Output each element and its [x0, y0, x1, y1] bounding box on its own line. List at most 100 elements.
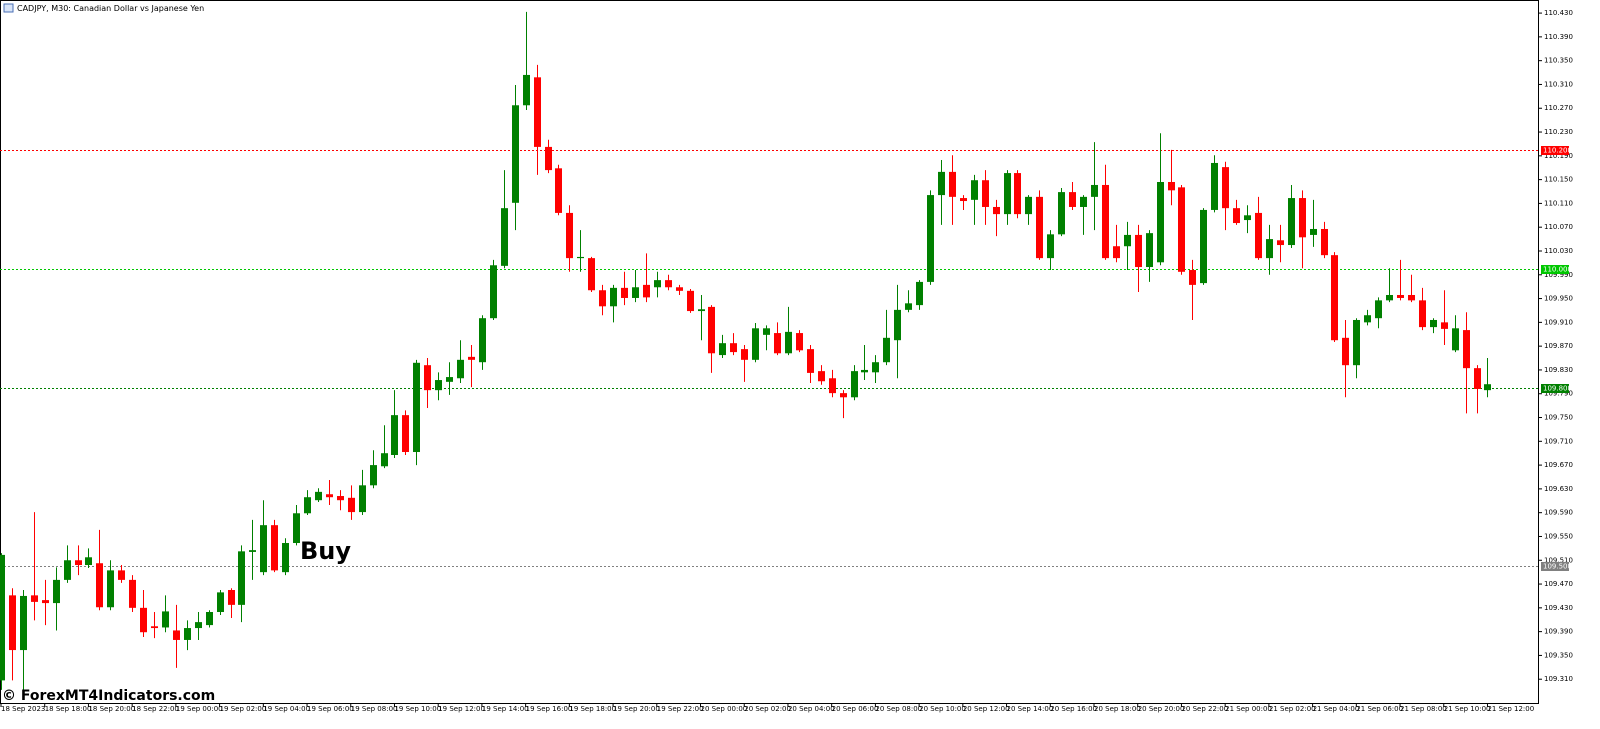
y-tick-label: 109.630	[1544, 485, 1573, 493]
candle-body	[1463, 330, 1470, 369]
x-tick-label: 19 Sep 04:00	[263, 705, 310, 713]
candle-body	[173, 630, 180, 640]
candle-body	[708, 306, 715, 354]
x-tick-label: 18 Sep 22:00	[132, 705, 179, 713]
y-tick-label: 109.750	[1544, 414, 1573, 422]
y-tick-label: 110.150	[1544, 176, 1573, 184]
candle-body	[479, 318, 486, 363]
candle-body	[1331, 255, 1338, 341]
candle-body	[632, 287, 639, 298]
candle-body	[85, 557, 92, 566]
y-tick-label: 110.270	[1544, 104, 1573, 112]
candle-body	[807, 349, 814, 373]
candle-body	[1266, 239, 1273, 259]
candle-body	[260, 525, 267, 573]
candle-body	[9, 595, 16, 651]
candle-body	[348, 497, 355, 513]
candle-body	[1364, 315, 1371, 323]
candle-body	[217, 592, 224, 613]
candle-body	[687, 290, 694, 312]
candle-body	[359, 485, 366, 513]
candle-body	[337, 496, 344, 501]
y-tick-label: 109.470	[1544, 580, 1573, 588]
candle-body	[960, 198, 967, 202]
candle-body	[1397, 294, 1404, 298]
candle-body	[1430, 319, 1437, 328]
candle-body	[282, 543, 289, 573]
candle-body	[402, 415, 409, 453]
y-tick-label: 109.510	[1544, 556, 1573, 564]
candle-body	[468, 356, 475, 360]
candle-body	[129, 579, 136, 608]
candle-body	[293, 513, 300, 544]
level-label: 110.200	[1543, 147, 1572, 155]
candle-body	[829, 378, 836, 394]
level-label-box	[1541, 562, 1569, 571]
candle-body	[1047, 234, 1054, 259]
candle-body	[894, 309, 901, 341]
candle-body	[184, 628, 191, 640]
candle-body	[1178, 187, 1185, 272]
candle-body	[271, 525, 278, 571]
x-tick-label: 20 Sep 14:00	[1007, 705, 1054, 713]
x-tick-label: 21 Sep 00:00	[1225, 705, 1272, 713]
candle-body	[31, 595, 38, 602]
candle-body	[938, 171, 945, 196]
candle-body	[1135, 234, 1142, 268]
y-tick-label: 109.590	[1544, 509, 1573, 517]
candle-body	[927, 195, 934, 282]
x-tick-label: 20 Sep 06:00	[832, 705, 879, 713]
candle-body	[993, 206, 1000, 215]
candle-body	[588, 258, 595, 291]
y-tick-label: 110.110	[1544, 199, 1573, 207]
candle-body	[1419, 300, 1426, 328]
candle-body	[698, 309, 705, 312]
level-label-box	[1541, 384, 1569, 393]
x-tick-label: 19 Sep 22:00	[657, 705, 704, 713]
candle-body	[162, 611, 169, 628]
candle-body	[905, 303, 912, 310]
candle-body	[107, 570, 114, 608]
candle-body	[1375, 300, 1382, 319]
candle-body	[326, 494, 333, 498]
x-tick-label: 20 Sep 10:00	[919, 705, 966, 713]
x-tick-label: 19 Sep 02:00	[220, 705, 267, 713]
x-tick-label: 20 Sep 18:00	[1094, 705, 1141, 713]
candle-body	[228, 589, 235, 605]
y-tick-label: 110.390	[1544, 33, 1573, 41]
y-tick-label: 109.790	[1544, 390, 1573, 398]
candle-body	[971, 180, 978, 200]
candle-body	[1233, 208, 1240, 224]
y-tick-label: 109.430	[1544, 604, 1573, 612]
candle-body	[916, 281, 923, 306]
candle-body	[1168, 181, 1175, 191]
candle-body	[304, 497, 311, 514]
candle-body	[140, 607, 147, 633]
y-tick-label: 110.190	[1544, 152, 1573, 160]
candle-body	[1211, 162, 1218, 210]
candle-body	[75, 560, 82, 566]
candle-body	[949, 171, 956, 197]
candle-body	[818, 371, 825, 382]
x-tick-label: 21 Sep 10:00	[1444, 705, 1491, 713]
candle-body	[381, 453, 388, 467]
candle-body	[64, 560, 71, 580]
candle-body	[1321, 228, 1328, 256]
candle-body	[1277, 240, 1284, 246]
candle-body	[1386, 294, 1393, 301]
candle-body	[20, 595, 27, 651]
candle-body	[1124, 234, 1131, 247]
candle-body	[0, 554, 5, 681]
candle-body	[763, 328, 770, 335]
y-tick-label: 109.990	[1544, 271, 1573, 279]
y-tick-label: 110.230	[1544, 128, 1573, 136]
level-label: 109.800	[1543, 385, 1572, 393]
candle-body	[118, 570, 125, 580]
candle-body	[1474, 368, 1481, 389]
candle-body	[1113, 246, 1120, 259]
symbol-icon	[3, 3, 14, 13]
candle-body	[151, 626, 158, 629]
x-tick-label: 18 Sep 2023	[1, 705, 45, 713]
candle-body	[861, 369, 868, 373]
